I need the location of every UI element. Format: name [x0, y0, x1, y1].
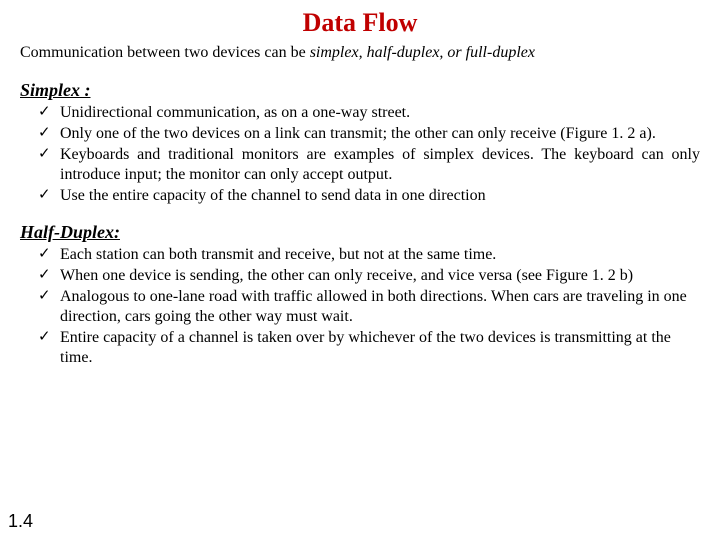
list-item: Unidirectional communication, as on a on… — [60, 103, 700, 123]
intro-modes: simplex, half-duplex, or full-duplex — [310, 44, 535, 61]
list-item: Use the entire capacity of the channel t… — [60, 186, 700, 206]
intro-line: Communication between two devices can be… — [20, 44, 700, 62]
page-title: Data Flow — [20, 8, 700, 38]
intro-prefix: Communication between two devices can be — [20, 44, 310, 61]
simplex-list: Unidirectional communication, as on a on… — [20, 103, 700, 206]
halfduplex-heading: Half-Duplex: — [20, 222, 700, 243]
halfduplex-list: Each station can both transmit and recei… — [20, 245, 700, 368]
list-item: Only one of the two devices on a link ca… — [60, 124, 700, 144]
list-item: Each station can both transmit and recei… — [60, 245, 700, 265]
page-number: 1.4 — [8, 511, 33, 532]
simplex-heading: Simplex : — [20, 80, 700, 101]
list-item: Entire capacity of a channel is taken ov… — [60, 328, 700, 368]
list-item: Analogous to one-lane road with traffic … — [60, 287, 700, 327]
list-item: When one device is sending, the other ca… — [60, 266, 700, 286]
list-item: Keyboards and traditional monitors are e… — [60, 145, 700, 185]
